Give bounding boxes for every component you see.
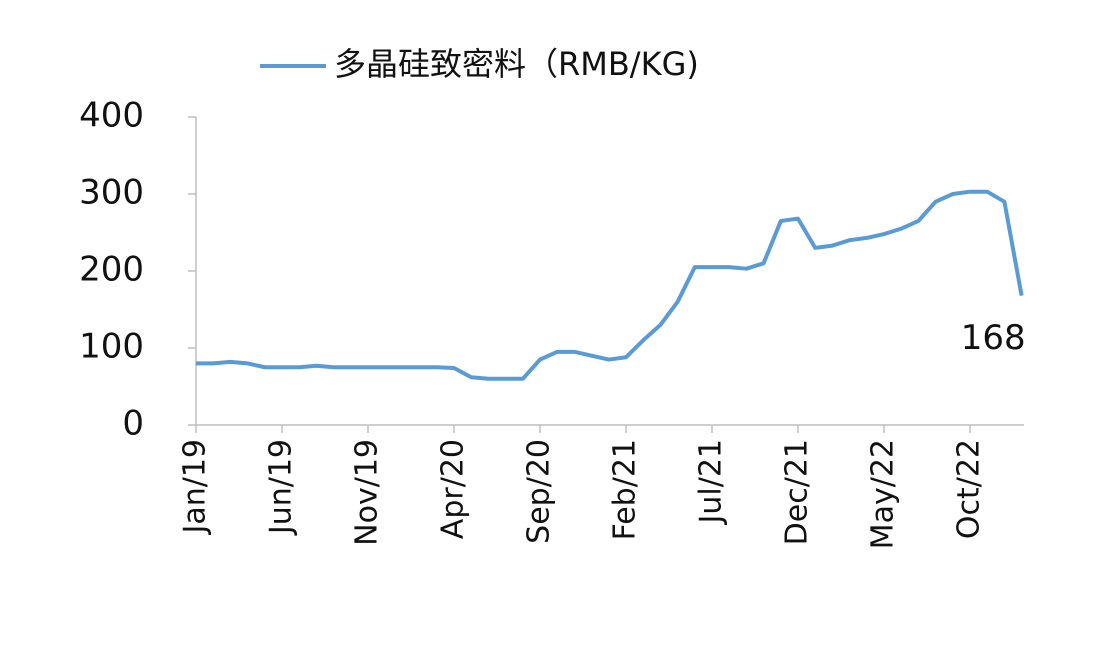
y-tick-label: 200	[79, 250, 144, 290]
y-tick-label: 0	[122, 404, 144, 444]
x-tick-label: May/22	[866, 439, 901, 549]
y-tick-label: 300	[79, 173, 144, 213]
x-tick-label: Jul/21	[694, 439, 729, 525]
x-tick-label: Sep/20	[522, 439, 557, 544]
data-label: 168	[961, 318, 1026, 358]
line	[196, 189, 1024, 381]
x-tick-label: Nov/19	[350, 439, 385, 546]
x-tick-label: Jan/19	[178, 439, 213, 536]
x-tick-label: Jun/19	[264, 439, 299, 536]
x-tick-label: Feb/21	[608, 439, 643, 540]
legend-label: 多晶硅致密料（RMB/KG)	[334, 45, 699, 83]
x-tick-label: Oct/22	[952, 439, 987, 539]
y-tick-label: 100	[79, 327, 144, 367]
x-tick-label: Apr/20	[436, 439, 471, 539]
x-tick-label: Dec/21	[780, 439, 815, 545]
y-tick-label: 400	[79, 96, 144, 136]
legend: 多晶硅致密料（RMB/KG)	[260, 45, 699, 83]
